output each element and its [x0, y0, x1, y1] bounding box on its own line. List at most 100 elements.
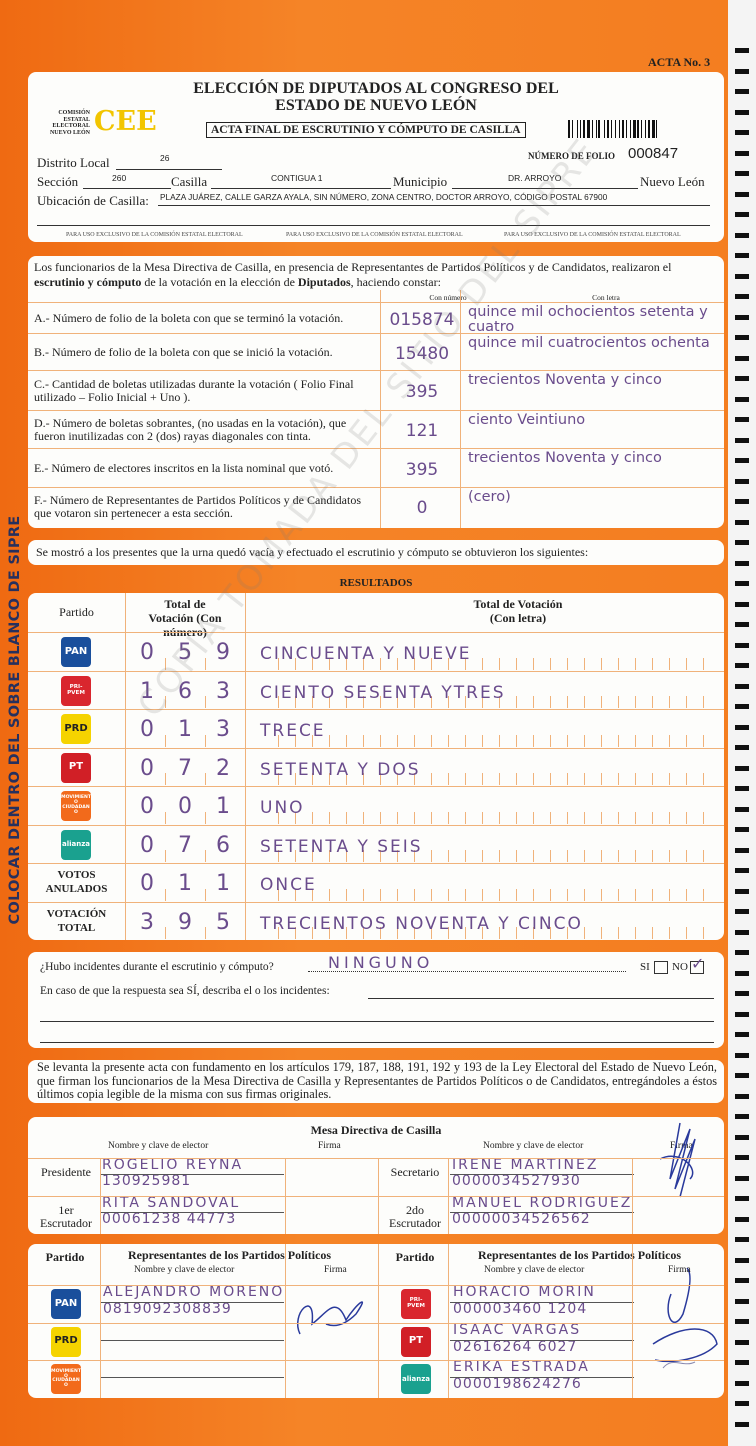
- divider: [380, 290, 381, 528]
- member-signature-field[interactable]: [636, 1198, 720, 1232]
- rep-signature-field[interactable]: [636, 1287, 722, 1321]
- letter-box: [346, 927, 347, 939]
- letter-box: [618, 927, 619, 939]
- letter-box: [618, 888, 619, 901]
- municipio-label: Municipio: [393, 174, 448, 189]
- letter-box: [669, 696, 670, 708]
- digit: 0: [140, 717, 154, 742]
- org-name: COMISIÓN ESTATAL ELECTORAL NUEVO LEÓN: [36, 110, 90, 136]
- rep-clave: 000003460 1204: [453, 1301, 588, 1317]
- barcode-bar: [619, 120, 621, 138]
- no-checkbox[interactable]: ✓: [690, 954, 704, 974]
- timing-mark: [735, 417, 749, 422]
- divider: [632, 1244, 633, 1398]
- party-logo-pt-icon: PT: [61, 752, 91, 783]
- timing-mark: [735, 970, 749, 976]
- result-row: PRI-PVEM 1 6 3 CIENTO SESENTA YTRES: [28, 670, 724, 710]
- folio-label: NÚMERO DE FOLIO: [528, 151, 616, 161]
- barcode-bar: [583, 120, 586, 138]
- letter-box: [312, 696, 313, 708]
- org-line: ESTATAL: [63, 116, 90, 123]
- row-letra: quince mil ochocientos setenta y cuatro: [468, 304, 708, 335]
- letter-box: [380, 850, 381, 862]
- letter-box: [448, 850, 449, 862]
- timing-mark: [735, 294, 749, 299]
- timing-mark: [735, 724, 749, 730]
- letter-box: [482, 773, 483, 785]
- letter-box: [669, 927, 670, 939]
- member-signature-field[interactable]: [286, 1160, 376, 1194]
- row-divider: [28, 1196, 724, 1197]
- letter-box: [397, 773, 398, 785]
- legal-text: Se levanta la presente acta con fundamen…: [37, 1060, 717, 1101]
- timing-mark: [735, 273, 749, 279]
- letter-box: [686, 888, 687, 901]
- letter-box: [669, 888, 670, 901]
- row-label: F.- Número de Representantes de Partidos…: [34, 493, 361, 520]
- letter-box: [482, 696, 483, 708]
- municipio-line: [452, 175, 638, 189]
- divider: [125, 593, 126, 940]
- result-row: MOVIMIENTO CIUDADANO 0 0 1 UNO: [28, 786, 724, 825]
- timing-mark: [735, 847, 749, 853]
- letter-box: [346, 850, 347, 862]
- exclusive-note: PARA USO EXCLUSIVO DE LA COMISIÓN ESTATA…: [286, 232, 463, 238]
- timing-mark: [735, 314, 749, 320]
- letter-box: [601, 773, 602, 785]
- member-signature-field[interactable]: [636, 1160, 720, 1194]
- letter-box: [499, 696, 500, 708]
- timing-mark: [735, 642, 749, 648]
- constancia-intro: Los funcionarios de la Mesa Directiva de…: [34, 260, 720, 290]
- acta-number: ACTA No. 3: [648, 55, 711, 69]
- barcode-bar: [622, 120, 625, 138]
- letter-box: [414, 811, 415, 824]
- si-checkbox[interactable]: [654, 961, 668, 974]
- mesa-directiva-panel: Mesa Directiva de Casilla Nombre y clave…: [28, 1117, 724, 1234]
- incidents-line[interactable]: [40, 1008, 714, 1022]
- digit-separator: [165, 850, 166, 862]
- folio-number: 000847: [628, 145, 679, 162]
- digit: 7: [178, 832, 192, 858]
- letter-box: [686, 734, 687, 747]
- letter-box: [533, 696, 534, 708]
- member-clave: 0000034527930: [452, 1173, 581, 1189]
- rep-clave: 0819092308839: [103, 1301, 232, 1317]
- incidents-describe: En caso de que la respuesta sea SÍ, desc…: [40, 985, 330, 997]
- letter-box: [312, 773, 313, 785]
- letter-box: [567, 696, 568, 708]
- timing-mark: [735, 355, 749, 361]
- member-signature-field[interactable]: [286, 1198, 376, 1232]
- barcode-bar: [637, 120, 640, 138]
- letter-box: [465, 657, 466, 670]
- letter-box: [414, 888, 415, 901]
- rep-signature-field[interactable]: [286, 1325, 372, 1359]
- timing-mark: [735, 888, 749, 894]
- letter-box: [499, 888, 500, 901]
- member-role: 1er Escrutador: [40, 1203, 92, 1230]
- digit: 1: [178, 871, 192, 896]
- rep-signatures: [652, 1267, 718, 1369]
- incidents-line[interactable]: [368, 986, 714, 999]
- letter-box: [465, 811, 466, 824]
- digit: 6: [216, 832, 230, 858]
- letter-box: [703, 888, 704, 901]
- timing-mark: [735, 950, 749, 955]
- letter-box: [567, 657, 568, 670]
- digit: 7: [178, 755, 192, 781]
- letter-box: [669, 850, 670, 862]
- rep-signature-field[interactable]: [636, 1362, 722, 1396]
- incidents-line[interactable]: [40, 1029, 714, 1043]
- letter-box: [550, 657, 551, 670]
- intro-text: , haciendo constar:: [350, 275, 441, 289]
- letter-box: [601, 927, 602, 939]
- barcode-bar: [610, 120, 612, 138]
- letter-box: [550, 811, 551, 824]
- letter-box: [295, 773, 296, 785]
- rep-signature-field[interactable]: [286, 1362, 372, 1396]
- col-firma: Firma: [668, 1265, 691, 1275]
- rep-signature-field[interactable]: [286, 1287, 372, 1321]
- timing-mark: [735, 581, 749, 586]
- letter-box: [397, 811, 398, 824]
- rep-signature-field[interactable]: [636, 1325, 722, 1359]
- org-line: NUEVO LEÓN: [49, 129, 90, 136]
